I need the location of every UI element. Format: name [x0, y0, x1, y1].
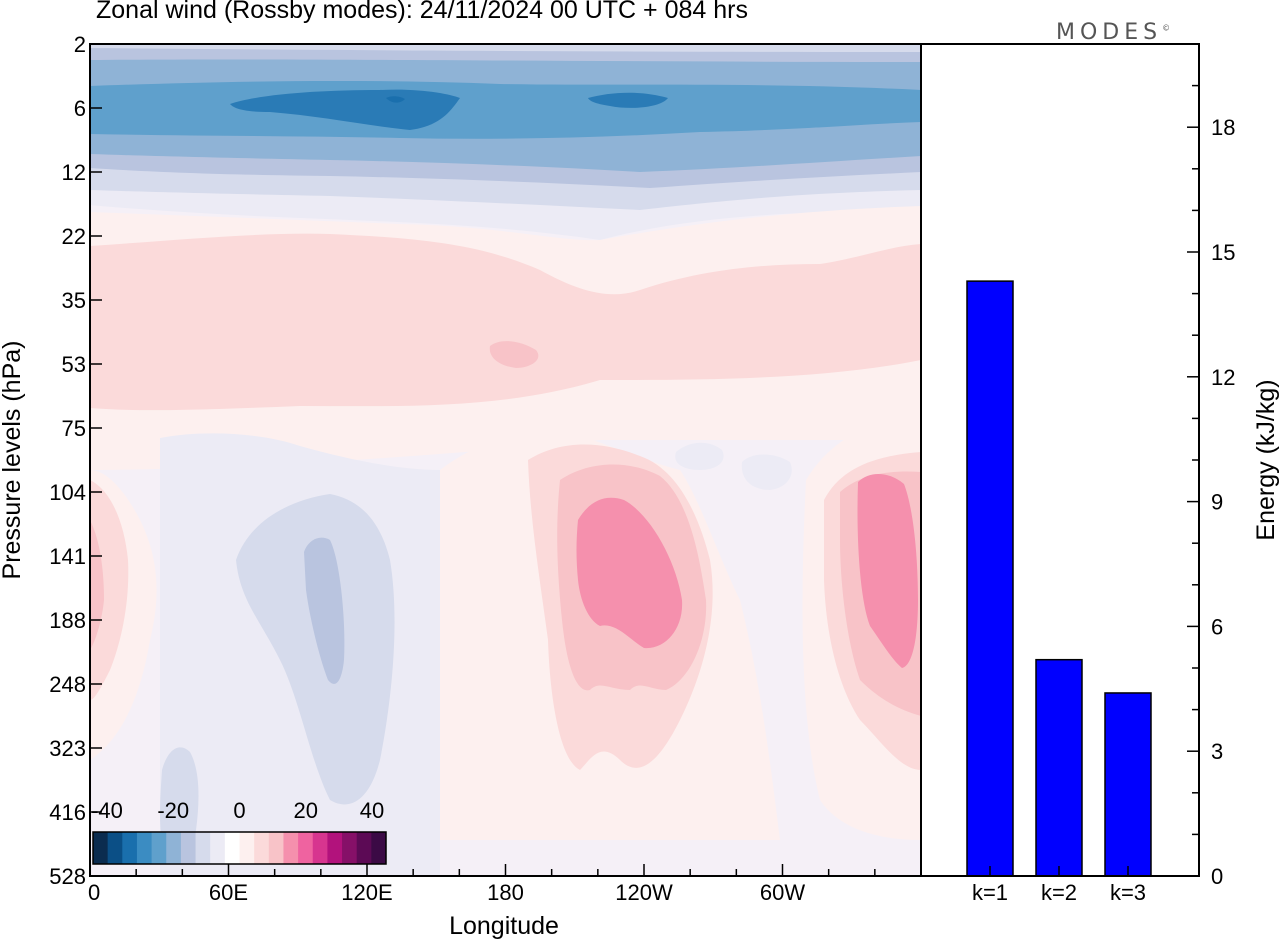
contour-field — [90, 44, 921, 876]
pressure-tick-label: 528 — [49, 864, 86, 889]
chart-title: Zonal wind (Rossby modes): 24/11/2024 00… — [96, 0, 748, 24]
pressure-tick-label: 53 — [62, 352, 86, 377]
pressure-tick-label: 323 — [49, 736, 86, 761]
contour-lav-3-east-a — [675, 442, 724, 470]
colorbar-cell — [195, 832, 211, 864]
copyright-mark: © — [1162, 23, 1171, 33]
contour-lav-1-core — [304, 537, 345, 684]
colorbar-cell — [327, 832, 343, 864]
energy-tick-label: 3 — [1211, 739, 1223, 764]
contour-lav-2-west — [236, 494, 395, 805]
wavenumber-axis: k=1 k=2 k=3 — [972, 866, 1146, 905]
colorbar-cell — [268, 832, 284, 864]
pressure-tick-label: 22 — [62, 224, 86, 249]
energy-tick-label: 15 — [1211, 240, 1235, 265]
pressure-tick-label: 188 — [49, 608, 86, 633]
contour-pink-3-core — [576, 497, 683, 649]
colorbar-cell — [210, 832, 226, 864]
contour-pink-1-band — [90, 233, 921, 411]
energy-bar — [966, 280, 1014, 877]
pressure-tick-label: 2 — [74, 32, 86, 57]
colorbar-cell — [136, 832, 153, 864]
pressure-tick-label: 248 — [49, 672, 86, 697]
x-axis-label: Longitude — [449, 912, 559, 940]
longitude-tick-label: 180 — [487, 880, 524, 905]
modes-logo: MODES© — [1056, 20, 1170, 45]
colorbar-frame — [92, 831, 387, 865]
colorbar-cell — [107, 832, 123, 864]
energy-tick-label: 9 — [1211, 490, 1223, 515]
pressure-axis: 2 6 12 22 35 53 75 104 141 188 248 323 416 528 — [49, 32, 102, 889]
colorbar-cell — [239, 832, 255, 864]
pressure-tick-label: 141 — [49, 544, 86, 569]
colorbar-cell — [180, 832, 197, 864]
colorbar-cell — [151, 832, 167, 864]
pressure-tick-label: 35 — [62, 288, 86, 313]
heatmap-panel: 2 6 12 22 35 53 75 104 141 188 248 323 416 528 0 60E 12… — [0, 32, 922, 940]
energy-axis-label: Energy (kJ/kg) — [1252, 379, 1280, 540]
energy-bar-panel: 0 3 6 9 12 15 18 k=1 k=2 k=3 Energy (kJ/kg) — [920, 43, 1280, 905]
colorbar-label: -40 — [91, 798, 123, 823]
energy-bar — [1104, 692, 1152, 877]
colorbar-cell — [298, 832, 314, 864]
contour-blue-dark-east — [588, 92, 668, 108]
energy-bars — [966, 280, 1152, 877]
colorbar-label: 20 — [294, 798, 318, 823]
colorbar-cell — [224, 832, 240, 864]
contour-pink-1-west-edge — [90, 480, 129, 700]
longitude-tick-label: 120E — [341, 880, 392, 905]
contour-pink-2-spot — [489, 341, 539, 368]
category-label: k=3 — [1110, 880, 1146, 905]
energy-tick-label: 6 — [1211, 614, 1223, 639]
pressure-tick-label: 75 — [62, 416, 86, 441]
colorbar-cell — [342, 832, 358, 864]
longitude-tick-label: 0 — [88, 880, 100, 905]
colorbar: -40 -20 0 20 40 — [91, 798, 387, 865]
energy-bar — [1035, 658, 1083, 877]
colorbar-cell — [254, 832, 270, 864]
colorbar-cell — [93, 832, 109, 864]
colorbar-cells — [93, 832, 387, 864]
logo-text: MODES — [1056, 20, 1163, 45]
category-label: k=2 — [1041, 880, 1077, 905]
longitude-tick-label: 120W — [615, 880, 673, 905]
colorbar-labels: -40 -20 0 20 40 — [91, 798, 384, 823]
longitude-tick-label: 60E — [209, 880, 248, 905]
contour-pink-2-west-edge — [90, 520, 104, 650]
colorbar-cell — [283, 832, 299, 864]
pressure-tick-label: 6 — [74, 96, 86, 121]
pressure-tick-label: 104 — [49, 480, 86, 505]
colorbar-cell — [122, 832, 138, 864]
y-axis-label: Pressure levels (hPa) — [0, 341, 26, 580]
longitude-axis: 0 60E 120E 180 120W 60W — [88, 864, 922, 905]
colorbar-cell — [371, 832, 387, 864]
longitude-tick-label: 60W — [760, 880, 805, 905]
contour-lav-2-small — [160, 747, 199, 859]
energy-axis: 0 3 6 9 12 15 18 — [1187, 43, 1235, 889]
colorbar-cell — [356, 832, 372, 864]
colorbar-cell — [166, 832, 182, 864]
contour-pink-3-east — [857, 473, 918, 668]
pressure-tick-label: 416 — [49, 800, 86, 825]
colorbar-label: -20 — [157, 798, 189, 823]
energy-tick-label: 12 — [1211, 365, 1235, 390]
contour-blue-core — [386, 96, 405, 103]
energy-tick-label: 18 — [1211, 115, 1235, 140]
energy-tick-label: 0 — [1211, 864, 1223, 889]
colorbar-label: 40 — [360, 798, 384, 823]
category-label: k=1 — [972, 880, 1008, 905]
contour-lav-3-east-b — [741, 454, 792, 490]
colorbar-label: 0 — [233, 798, 245, 823]
colorbar-cell — [312, 832, 328, 864]
pressure-tick-label: 12 — [62, 160, 86, 185]
